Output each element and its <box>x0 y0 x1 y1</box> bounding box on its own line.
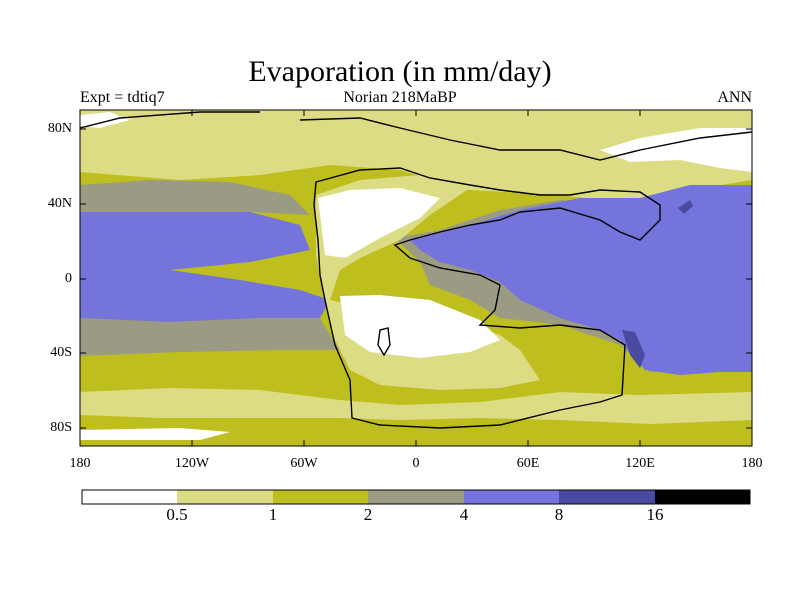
colorbar-label-16: 16 <box>646 505 664 524</box>
lon-label-60e: 60E <box>516 456 540 471</box>
chart-title: Evaporation (in mm/day) <box>248 55 552 88</box>
colorbar-swatch-6 <box>559 490 655 504</box>
map-field <box>80 110 752 446</box>
colorbar-swatch-2 <box>177 490 273 504</box>
colorbar-swatch-3 <box>273 490 368 504</box>
lon-label-60w: 60W <box>290 456 318 471</box>
coastlines <box>79 111 753 429</box>
lat-label-40n: 40N <box>47 196 72 211</box>
period-label: Norian 218MaBP <box>343 89 457 106</box>
field-blue-pacific <box>80 212 330 322</box>
colorbar-swatch-7 <box>655 490 750 504</box>
northern-coastline <box>299 117 753 161</box>
arctic-coastline <box>79 111 260 129</box>
lat-label-0: 0 <box>65 271 72 286</box>
field-white-north-desert <box>318 188 440 258</box>
field-darkblue-north <box>678 200 693 214</box>
field-darkblue-south <box>622 330 645 368</box>
lon-label-0: 0 <box>412 456 420 471</box>
axis-ticks <box>79 110 753 446</box>
lon-label-180w: 180 <box>69 456 91 471</box>
field-white-ne <box>600 128 752 172</box>
colorbar-frame <box>81 489 751 505</box>
island-south-desert <box>377 327 391 357</box>
field-gray-north-pacific <box>80 180 310 215</box>
colorbar-swatch-5 <box>464 490 559 504</box>
experiment-label: Expt = tdtiq7 <box>80 89 165 106</box>
field-gray-south-pacific <box>80 318 340 356</box>
field-north-light <box>80 110 752 205</box>
colorbar <box>81 489 751 505</box>
colorbar-label-1: 1 <box>268 505 278 524</box>
lat-label-80n: 80N <box>47 121 72 136</box>
field-blue-tethys <box>410 185 752 375</box>
season-label: ANN <box>717 89 752 106</box>
lat-label-40s: 40S <box>50 345 72 360</box>
lon-label-120e: 120E <box>625 456 655 471</box>
colorbar-label-0-5: 0.5 <box>166 505 188 524</box>
lat-label-80s: 80S <box>50 420 72 435</box>
field-white-south-desert <box>340 295 500 358</box>
field-white-south <box>80 428 230 440</box>
colorbar-swatch-1 <box>82 490 177 504</box>
colorbar-label-8: 8 <box>554 505 564 524</box>
lon-label-120w: 120W <box>174 456 210 471</box>
lon-label-180e: 180 <box>741 456 763 471</box>
field-white-nw <box>80 112 130 128</box>
colorbar-label-4: 4 <box>459 505 469 524</box>
pangea-coastline <box>313 167 661 429</box>
field-south-light <box>80 388 752 424</box>
colorbar-swatch-4 <box>368 490 464 504</box>
colorbar-label-2: 2 <box>363 505 373 524</box>
